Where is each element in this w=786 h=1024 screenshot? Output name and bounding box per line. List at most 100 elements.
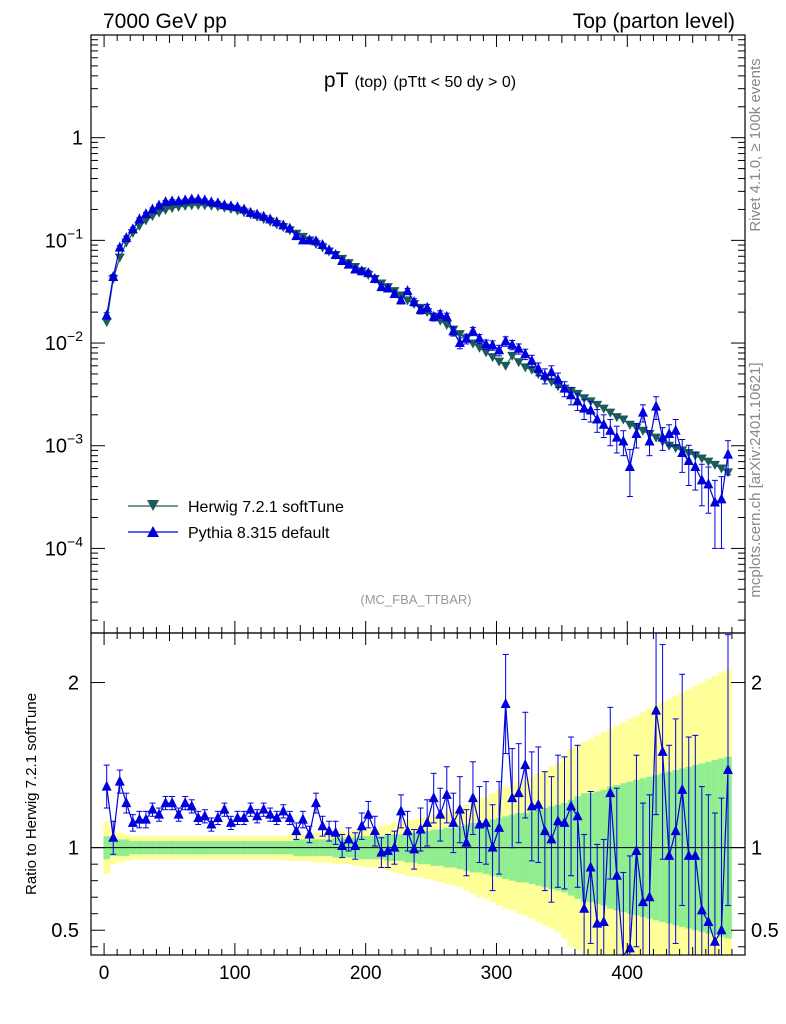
pythia-marker [461, 332, 472, 343]
pythia-marker [337, 254, 348, 265]
ratio-marker [350, 840, 361, 851]
ratio-x-ticks: 0 100 200 300 400 [99, 633, 733, 984]
ratio-marker [382, 844, 393, 855]
ratio-marker [134, 813, 145, 824]
herwig-marker [140, 216, 151, 226]
pythia-marker [252, 208, 263, 219]
pythia-marker [291, 230, 302, 241]
ratio-marker [415, 823, 426, 834]
herwig-marker [454, 330, 465, 340]
ratio-y-tick-label-left: 1 [68, 838, 79, 860]
x-tick-label: 100 [219, 963, 251, 984]
pythia-marker [232, 201, 243, 212]
ratio-marker [212, 811, 223, 822]
pythia-marker [225, 200, 236, 211]
pythia-marker [422, 301, 433, 312]
ratio-y-tick-label-right: 2 [751, 673, 762, 695]
ratio-marker [219, 803, 230, 814]
main-y-tick-label: 10−1 [45, 225, 83, 252]
herwig-marker [147, 212, 158, 222]
pythia-marker [709, 496, 720, 507]
pythia-marker [278, 219, 289, 230]
pythia-marker [448, 325, 459, 336]
analysis-tag: (MC_FBA_TTBAR) [360, 592, 471, 607]
ratio-marker [121, 797, 132, 808]
herwig-marker [703, 457, 714, 467]
pythia-marker [395, 294, 406, 305]
pythia-marker [317, 239, 328, 250]
ratio-marker [258, 803, 269, 814]
main-x-ticks [103, 35, 733, 633]
pythia-marker [265, 213, 276, 224]
pythia-marker [579, 402, 590, 413]
ratio-marker [487, 841, 498, 852]
ratio-marker [343, 833, 354, 844]
herwig-marker [716, 464, 727, 474]
ratio-series [101, 633, 733, 957]
pythia-marker [520, 348, 531, 359]
pythia-marker [389, 288, 400, 299]
pythia-marker [343, 258, 354, 269]
pythia-marker [324, 244, 335, 255]
pythia-marker [533, 362, 544, 373]
ratio-marker [520, 759, 531, 770]
plot-title: pT (top) (pTtt < 50 dy > 0) [324, 69, 516, 92]
pythia-marker [245, 206, 256, 217]
herwig-marker [114, 253, 125, 263]
pythia-marker [559, 382, 570, 393]
ratio-marker [546, 833, 557, 844]
ratio-marker [317, 820, 328, 831]
ratio-y-tick-label-right: 1 [751, 838, 762, 860]
ratio-y-tick-label-left: 2 [68, 673, 79, 695]
header-right-label: Top (parton level) [573, 10, 735, 33]
pythia-marker [369, 273, 380, 284]
pythia-marker [206, 196, 217, 207]
ratio-marker [585, 861, 596, 872]
pythia-marker [552, 373, 563, 384]
pythia-marker [114, 241, 125, 252]
ratio-marker [324, 825, 335, 836]
ratio-marker [539, 825, 550, 836]
pythia-marker [127, 223, 138, 234]
pythia-marker [683, 454, 694, 465]
pythia-marker [121, 232, 132, 243]
x-tick-label: 200 [350, 963, 382, 984]
ratio-marker [722, 764, 733, 775]
main-series [101, 193, 733, 549]
ratio-marker [703, 915, 714, 926]
ratio-marker [572, 810, 583, 821]
pythia-marker [605, 424, 616, 435]
pythia-marker [154, 199, 165, 210]
pythia-marker [304, 234, 315, 245]
herwig-marker [670, 444, 681, 454]
herwig-marker [605, 408, 616, 418]
ratio-marker [552, 815, 563, 826]
pythia-marker [513, 342, 524, 353]
ratio-marker [206, 818, 217, 829]
ratio-marker [513, 787, 524, 798]
ratio-marker [278, 805, 289, 816]
pythia-marker [310, 235, 321, 246]
ratio-marker [494, 821, 505, 832]
x-tick-label: 0 [99, 963, 110, 984]
pythia-marker [526, 354, 537, 365]
ratio-marker [448, 816, 459, 827]
ratio-marker [611, 869, 622, 880]
ratio-marker [180, 797, 191, 808]
main-y-tick-label: 1 [72, 128, 83, 150]
x-tick-label: 400 [611, 963, 643, 984]
ratio-marker [232, 811, 243, 822]
ratio-marker [160, 797, 171, 808]
legend-label-herwig: Herwig 7.2.1 softTune [188, 499, 344, 516]
legend-marker-pythia [147, 526, 159, 537]
ratio-marker [252, 810, 263, 821]
x-tick-label: 300 [481, 963, 513, 984]
ratio-marker [167, 797, 178, 808]
header: 7000 GeV pp Top (parton level) [103, 10, 735, 33]
ratio-marker [428, 792, 439, 803]
pythia-marker [441, 310, 452, 321]
legend: Herwig 7.2.1 softTune Pythia 8.315 defau… [128, 499, 344, 542]
pythia-marker [297, 234, 308, 245]
ratio-y-axis-label: Ratio to Herwig 7.2.1 softTune [23, 693, 40, 895]
